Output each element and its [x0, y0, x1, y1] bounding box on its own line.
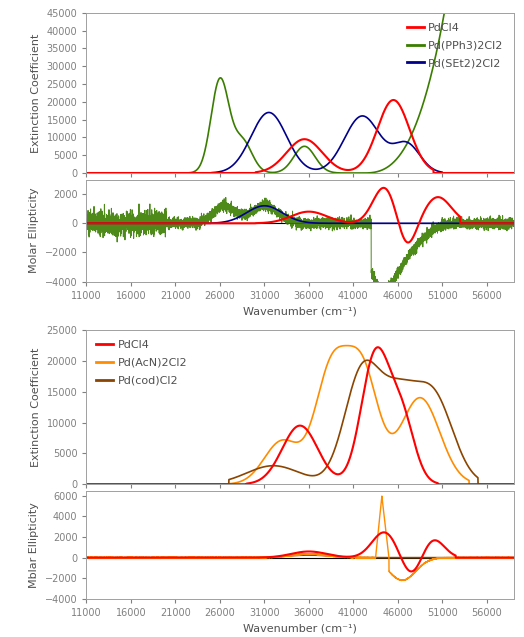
Legend: PdCl4, Pd(AcN)2Cl2, Pd(cod)Cl2: PdCl4, Pd(AcN)2Cl2, Pd(cod)Cl2: [92, 336, 192, 390]
Legend: PdCl4, Pd(PPh3)2Cl2, Pd(SEt2)2Cl2: PdCl4, Pd(PPh3)2Cl2, Pd(SEt2)2Cl2: [402, 18, 508, 73]
X-axis label: Wavenumber (cm⁻¹): Wavenumber (cm⁻¹): [243, 624, 357, 633]
Y-axis label: Mblar Ellipticity: Mblar Ellipticity: [29, 502, 39, 588]
X-axis label: Wavenumber (cm⁻¹): Wavenumber (cm⁻¹): [243, 306, 357, 316]
Y-axis label: Extinction Coefficient: Extinction Coefficient: [31, 33, 41, 153]
Y-axis label: Extinction Coefficient: Extinction Coefficient: [31, 347, 41, 467]
Y-axis label: Molar Ellipticity: Molar Ellipticity: [29, 188, 39, 273]
